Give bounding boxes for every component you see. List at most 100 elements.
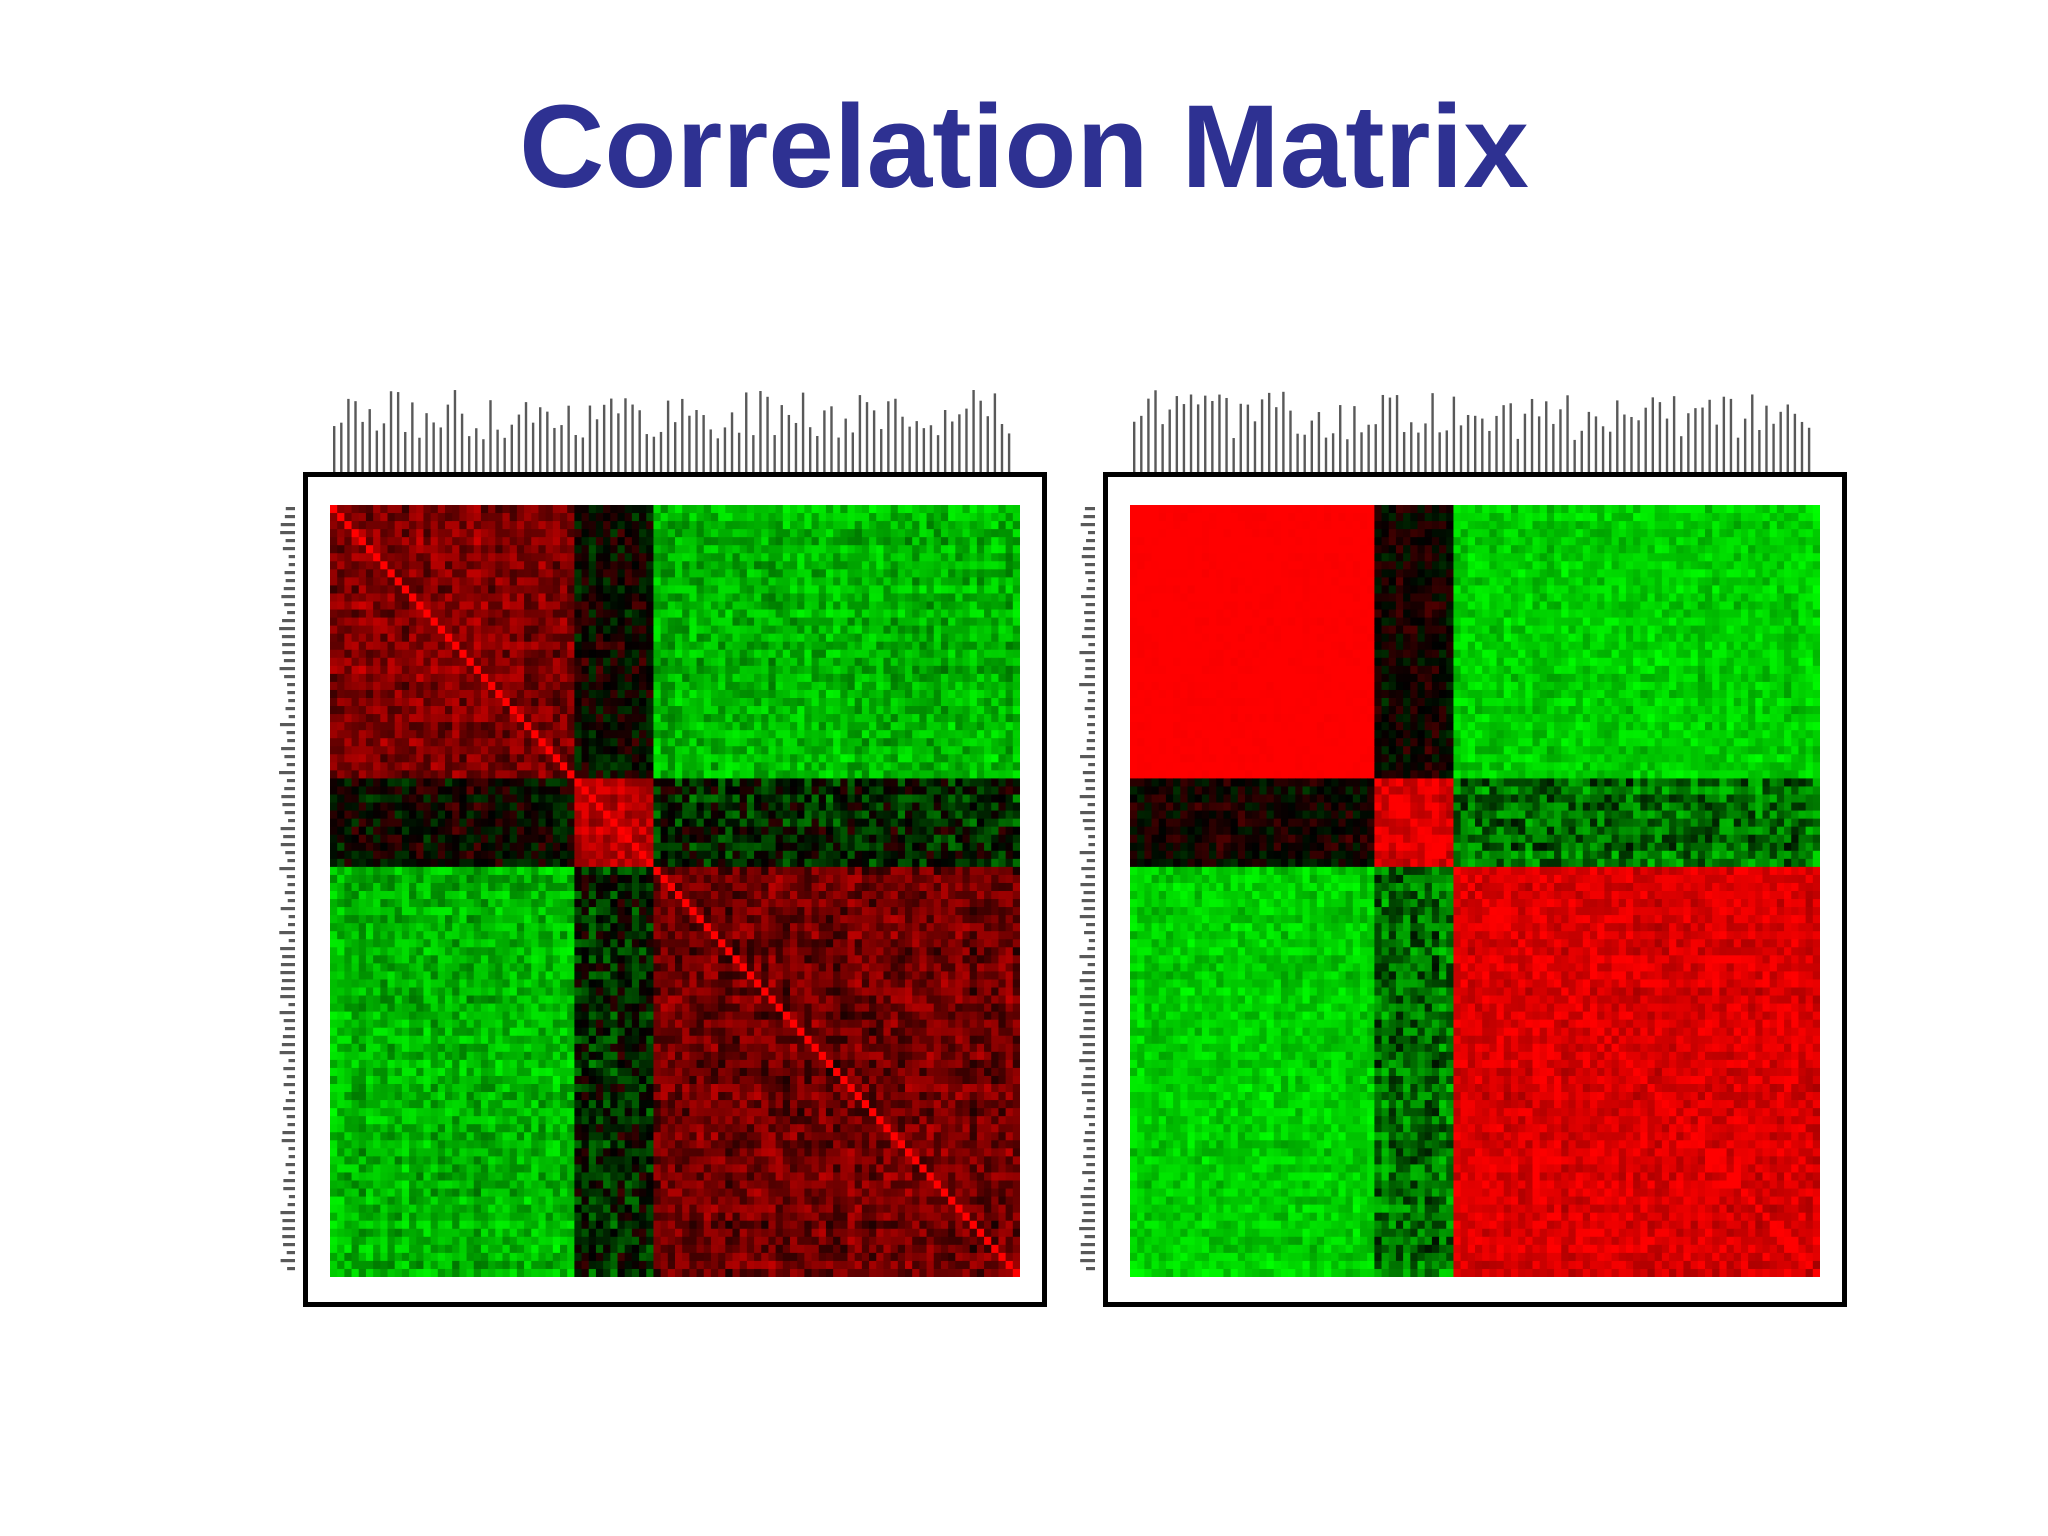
heatmap-cell (423, 521, 432, 530)
heatmap-cell (365, 665, 374, 675)
heatmap-cell (754, 738, 762, 747)
heatmap-cell (703, 553, 712, 562)
heatmap-cell (574, 553, 583, 562)
heatmap-cell (847, 609, 856, 619)
heatmap-cell (409, 834, 417, 844)
heatmap-cell (940, 874, 949, 884)
heatmap-cell (876, 858, 885, 868)
heatmap-cell (955, 722, 964, 731)
heatmap-cell (948, 545, 956, 554)
heatmap-cell (409, 673, 417, 683)
heatmap-cell (926, 649, 935, 659)
heatmap-cell (531, 882, 540, 892)
heatmap-cell (1012, 681, 1020, 691)
heatmap-cell (660, 882, 669, 892)
heatmap-cell (926, 714, 935, 723)
heatmap-cell (976, 818, 985, 828)
heatmap-cell (459, 601, 468, 611)
heatmap-cell (804, 641, 813, 651)
heatmap-cell (624, 585, 633, 595)
heatmap-cell (574, 577, 583, 587)
heatmap-cell (782, 722, 791, 731)
heatmap-cell (825, 681, 834, 691)
heatmap-cell (782, 537, 791, 546)
heatmap-cell (337, 561, 345, 570)
heatmap-cell (595, 513, 604, 522)
heatmap-cell (689, 689, 698, 699)
heatmap-cell (732, 899, 741, 908)
heatmap-cell (732, 714, 741, 723)
heatmap-cell (926, 722, 935, 731)
heatmap-cell (876, 730, 885, 739)
heatmap-cell (761, 633, 770, 643)
heatmap-cell (675, 778, 683, 788)
heatmap-cell (790, 826, 798, 836)
heatmap-cell (739, 882, 748, 892)
heatmap-cell (631, 770, 640, 780)
heatmap-cell (768, 601, 777, 611)
heatmap-cell (754, 625, 762, 635)
heatmap-cell (330, 858, 338, 868)
heatmap-cell (624, 858, 633, 868)
heatmap-cell (617, 899, 626, 908)
heatmap-cell (675, 802, 683, 812)
heatmap-cell (560, 730, 568, 739)
heatmap-cell (825, 529, 834, 538)
heatmap-cell (639, 698, 647, 707)
heatmap-cell (344, 633, 353, 643)
heatmap-cell (761, 617, 770, 627)
heatmap-cell (423, 553, 432, 562)
heatmap-cell (1012, 673, 1020, 683)
heatmap-cell (610, 537, 619, 546)
heatmap-cell (926, 617, 935, 627)
heatmap-cell (437, 569, 446, 578)
heatmap-cell (969, 786, 978, 796)
heatmap-cell (552, 850, 561, 860)
heatmap-cell (437, 529, 446, 538)
heatmap-cell (696, 842, 705, 852)
heatmap-cell (710, 569, 719, 578)
heatmap-cell (423, 529, 432, 538)
heatmap-cell (948, 882, 956, 892)
heatmap-cell (948, 529, 956, 538)
heatmap-cell (459, 891, 468, 900)
heatmap-cell (380, 641, 389, 651)
heatmap-cell (804, 609, 813, 619)
heatmap-cell (365, 882, 374, 892)
heatmap-cell (552, 689, 561, 699)
heatmap-cell (883, 665, 892, 675)
heatmap-cell (825, 730, 834, 739)
heatmap-cell (473, 762, 482, 771)
heatmap-cell (667, 545, 676, 554)
heatmap-cell (358, 850, 367, 860)
heatmap-cell (998, 553, 1007, 562)
heatmap-cell (818, 633, 827, 643)
heatmap-cell (401, 770, 410, 780)
heatmap-cell (495, 689, 504, 699)
heatmap-cell (797, 899, 805, 908)
heatmap-cell (890, 714, 899, 723)
heatmap-cell (869, 585, 877, 595)
heatmap-cell (646, 810, 655, 820)
heatmap-cell (588, 818, 597, 828)
heatmap-cell (646, 842, 655, 852)
heatmap-cell (344, 601, 353, 611)
heatmap-cell (430, 665, 439, 675)
heatmap-cell (797, 850, 805, 860)
heatmap-cell (653, 625, 662, 635)
heatmap-cell (344, 770, 353, 780)
heatmap-cell (401, 818, 410, 828)
heatmap-cell (869, 593, 877, 603)
heatmap-cell (897, 561, 906, 570)
heatmap-cell (617, 689, 626, 699)
heatmap-cell (912, 722, 920, 731)
heatmap-cell (445, 617, 453, 627)
heatmap-cell (754, 577, 762, 587)
heatmap-cell (639, 754, 647, 763)
heatmap-cell (524, 794, 532, 804)
row-label-mark (284, 755, 295, 759)
heatmap-cell (466, 577, 475, 587)
heatmap-cell (466, 553, 475, 562)
heatmap-cell (991, 561, 1000, 570)
heatmap-cell (617, 601, 626, 611)
